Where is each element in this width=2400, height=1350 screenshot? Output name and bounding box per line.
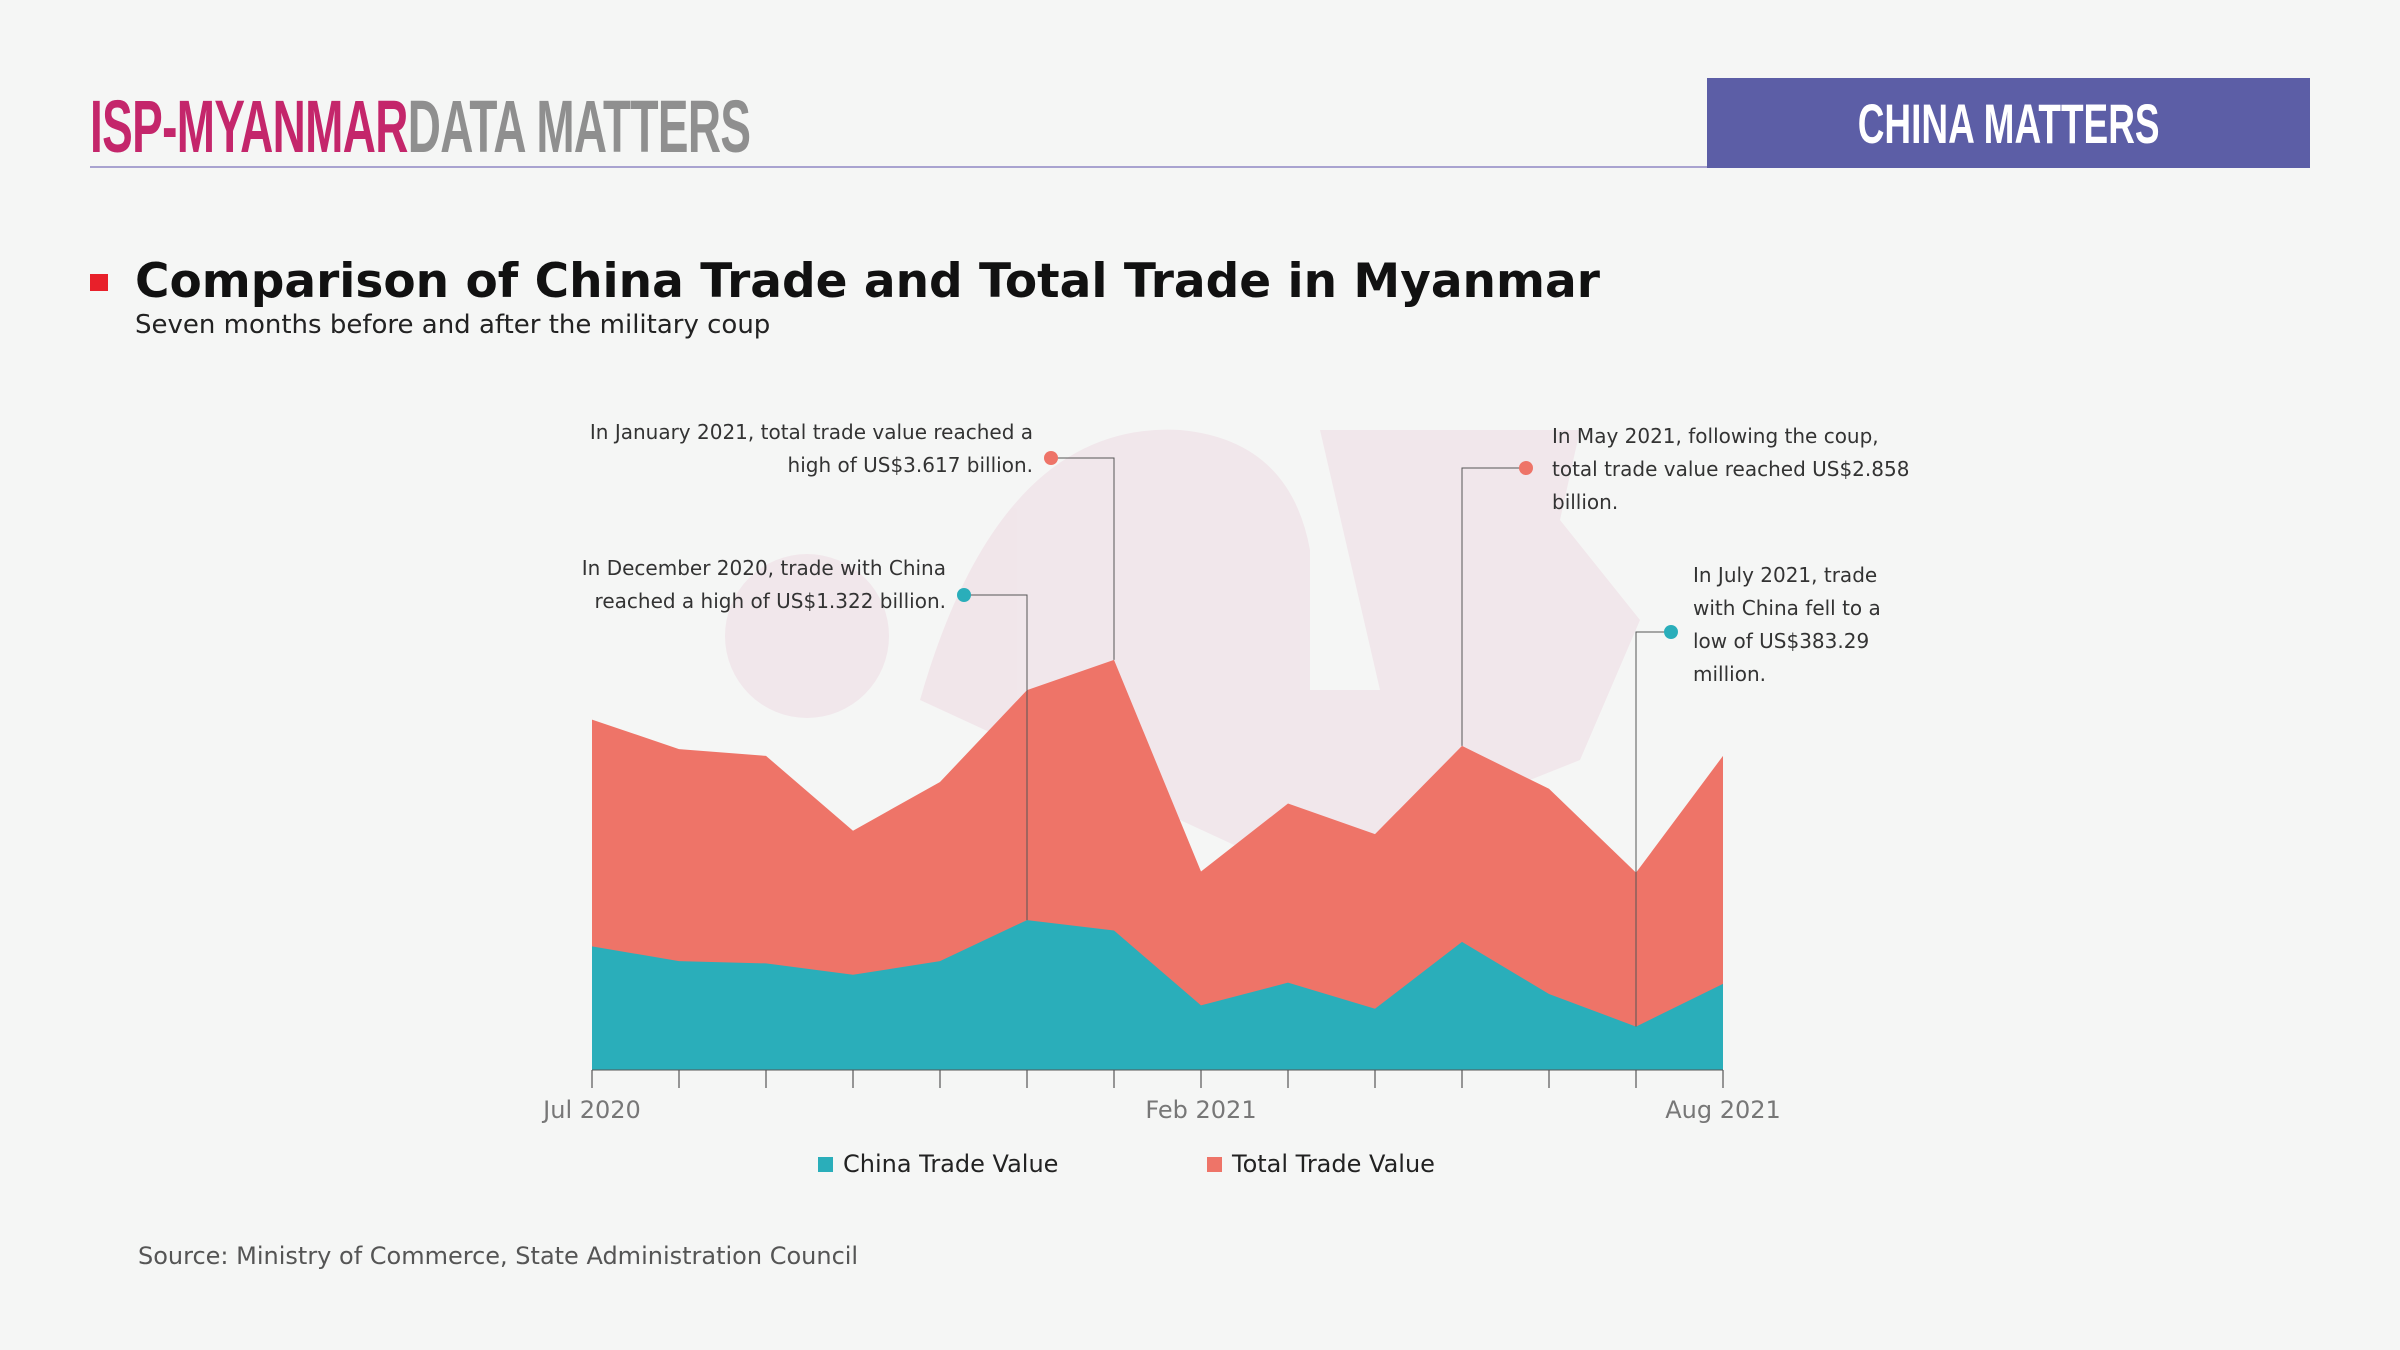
annotation-dot bbox=[1044, 451, 1058, 465]
china-trade-area bbox=[592, 920, 1723, 1070]
annotation-line: In December 2020, trade with China bbox=[581, 556, 946, 580]
annotation-line: total trade value reached US$2.858 bbox=[1552, 457, 1910, 481]
annotation-line: In July 2021, trade bbox=[1693, 563, 1878, 587]
annotation-line: reached a high of US$1.322 billion. bbox=[594, 589, 946, 613]
annotation-line: with China fell to a bbox=[1693, 596, 1881, 620]
x-tick-label: Jul 2020 bbox=[543, 1096, 641, 1124]
annotation-text: In January 2021, total trade value reach… bbox=[590, 416, 1033, 482]
annotation-leader-line bbox=[1461, 467, 1526, 746]
annotation-text: In December 2020, trade with China reache… bbox=[582, 552, 946, 618]
chart-title: Comparison of China Trade and Total Trad… bbox=[135, 254, 1600, 309]
annotation-text: In July 2021, trade with China fell to a l… bbox=[1693, 559, 1881, 691]
header-divider bbox=[90, 166, 1710, 168]
annotation-line: billion. bbox=[1552, 490, 1619, 514]
annotation-leader-line bbox=[964, 594, 1028, 921]
annotation-dot bbox=[957, 588, 971, 602]
brand-primary: ISP-MYANMAR bbox=[90, 85, 408, 168]
legend-total: Total Trade Value bbox=[1207, 1150, 1435, 1178]
annotation-line: In May 2021, following the coup, bbox=[1552, 424, 1879, 448]
legend-label-china: China Trade Value bbox=[843, 1150, 1059, 1178]
annotation-line: high of US$3.617 billion. bbox=[787, 453, 1033, 477]
annotation-dot bbox=[1664, 625, 1678, 639]
annotation-leader-line bbox=[1635, 631, 1671, 1027]
annotation-line: million. bbox=[1693, 662, 1766, 686]
annotation-leader-line bbox=[1051, 457, 1115, 660]
annotation-line: low of US$383.29 bbox=[1693, 629, 1870, 653]
x-tick-label: Feb 2021 bbox=[1145, 1096, 1257, 1124]
x-tick-label: Aug 2021 bbox=[1665, 1096, 1781, 1124]
annotation-dot bbox=[1519, 461, 1533, 475]
legend-label-total: Total Trade Value bbox=[1232, 1150, 1435, 1178]
chart-subtitle: Seven months before and after the milita… bbox=[135, 310, 771, 340]
annotation-text: In May 2021, following the coup, total tr… bbox=[1552, 420, 1909, 519]
brand-secondary: DATA MATTERS bbox=[407, 85, 751, 168]
section-tag-label: CHINA MATTERS bbox=[1857, 91, 2160, 155]
legend-china: China Trade Value bbox=[818, 1150, 1058, 1178]
legend-swatch-total bbox=[1207, 1156, 1222, 1172]
brand-logo: ISP-MYANMARDATA MATTERS bbox=[90, 90, 751, 164]
source-note: Source: Ministry of Commerce, State Admi… bbox=[138, 1242, 859, 1270]
section-tag: CHINA MATTERS bbox=[1707, 78, 2310, 168]
legend-swatch-china bbox=[818, 1156, 833, 1172]
annotation-line: In January 2021, total trade value reach… bbox=[589, 420, 1033, 444]
title-bullet bbox=[90, 274, 108, 291]
